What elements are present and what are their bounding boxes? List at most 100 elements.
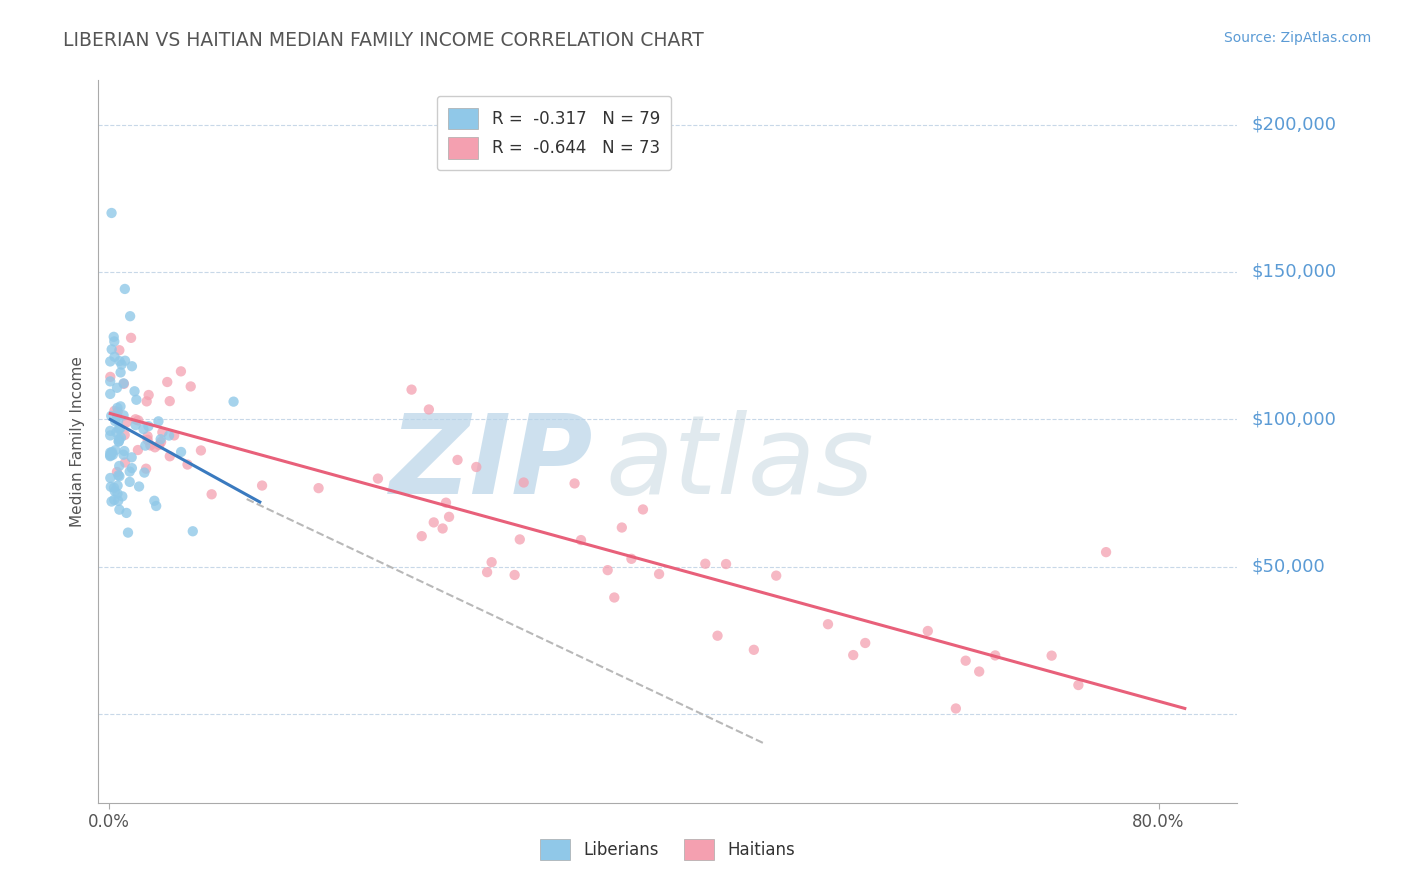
Point xyxy=(114,428,136,442)
Point xyxy=(190,443,212,458)
Point xyxy=(842,648,865,662)
Text: $50,000: $50,000 xyxy=(1251,558,1324,576)
Point xyxy=(446,453,468,467)
Point xyxy=(103,481,125,495)
Point xyxy=(107,494,129,508)
Point xyxy=(98,428,121,442)
Point xyxy=(107,422,129,436)
Point xyxy=(145,499,167,513)
Point xyxy=(569,533,592,547)
Point xyxy=(108,343,131,358)
Y-axis label: Median Family Income: Median Family Income xyxy=(70,356,86,527)
Point xyxy=(150,425,173,440)
Point xyxy=(742,642,765,657)
Point xyxy=(509,533,531,547)
Point xyxy=(108,469,131,483)
Text: Source: ZipAtlas.com: Source: ZipAtlas.com xyxy=(1223,31,1371,45)
Point xyxy=(411,529,433,543)
Point xyxy=(98,445,121,459)
Point xyxy=(104,484,127,499)
Point xyxy=(98,449,121,463)
Point xyxy=(143,493,166,508)
Point xyxy=(706,629,728,643)
Point xyxy=(1067,678,1090,692)
Point xyxy=(110,430,132,444)
Point xyxy=(945,701,967,715)
Point xyxy=(503,568,526,582)
Point xyxy=(98,449,121,463)
Point xyxy=(620,551,643,566)
Point xyxy=(108,421,131,435)
Point xyxy=(108,502,131,516)
Point xyxy=(481,555,503,569)
Point xyxy=(134,439,156,453)
Point xyxy=(418,402,440,417)
Point xyxy=(101,445,124,459)
Point xyxy=(112,376,135,391)
Point xyxy=(118,475,141,489)
Point xyxy=(432,521,454,535)
Point xyxy=(121,359,143,374)
Point xyxy=(159,450,181,464)
Point xyxy=(117,525,139,540)
Point xyxy=(150,434,173,449)
Point xyxy=(100,446,122,460)
Point xyxy=(103,404,125,418)
Legend: Liberians, Haitians: Liberians, Haitians xyxy=(534,832,801,867)
Point xyxy=(124,412,146,426)
Point xyxy=(148,414,170,428)
Text: atlas: atlas xyxy=(605,409,875,516)
Point xyxy=(103,330,125,344)
Point xyxy=(180,379,202,393)
Point xyxy=(111,489,134,503)
Point xyxy=(98,370,121,384)
Point xyxy=(100,448,122,462)
Point xyxy=(853,636,876,650)
Point xyxy=(108,354,131,368)
Point xyxy=(437,509,460,524)
Text: $150,000: $150,000 xyxy=(1251,263,1336,281)
Point xyxy=(107,434,129,449)
Point xyxy=(817,617,839,632)
Point xyxy=(112,409,135,423)
Point xyxy=(104,414,127,428)
Point xyxy=(136,429,159,443)
Point xyxy=(422,516,444,530)
Point xyxy=(134,466,156,480)
Point xyxy=(603,591,626,605)
Point xyxy=(120,331,142,345)
Point xyxy=(163,428,186,442)
Point xyxy=(120,309,142,323)
Point xyxy=(112,444,135,458)
Point xyxy=(125,392,148,407)
Point xyxy=(108,432,131,446)
Point xyxy=(136,433,159,447)
Point xyxy=(917,624,939,638)
Point xyxy=(143,440,166,454)
Point xyxy=(401,383,423,397)
Point xyxy=(695,557,717,571)
Point xyxy=(138,388,160,402)
Point xyxy=(596,563,619,577)
Point xyxy=(100,343,122,357)
Point xyxy=(465,460,488,475)
Point xyxy=(114,456,136,470)
Point xyxy=(1095,545,1118,559)
Point xyxy=(105,401,128,415)
Point xyxy=(124,384,146,399)
Text: $100,000: $100,000 xyxy=(1251,410,1336,428)
Point xyxy=(105,409,128,424)
Point xyxy=(765,568,787,582)
Point xyxy=(98,354,121,368)
Point xyxy=(967,665,990,679)
Point xyxy=(98,375,121,389)
Point xyxy=(107,468,129,483)
Point xyxy=(121,461,143,475)
Point xyxy=(103,350,125,364)
Point xyxy=(98,471,121,485)
Point xyxy=(181,524,204,539)
Point xyxy=(138,419,160,434)
Point xyxy=(170,445,193,459)
Point xyxy=(157,428,180,442)
Point xyxy=(108,458,131,473)
